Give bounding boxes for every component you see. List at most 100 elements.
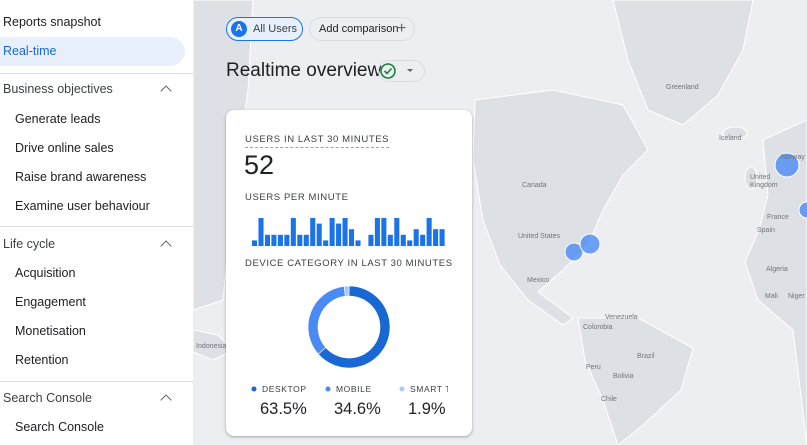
bar	[413, 229, 419, 246]
nav-item[interactable]: Retention	[15, 353, 69, 367]
bar	[316, 223, 322, 246]
nav-item[interactable]: Reports snapshot	[3, 15, 101, 29]
map-label: Niger	[788, 293, 805, 300]
bar	[420, 234, 426, 246]
users-label[interactable]: USERS IN LAST 30 MINUTES	[245, 134, 390, 148]
map-label: Brazil	[637, 353, 655, 360]
bar	[433, 229, 439, 246]
users-value: 52	[244, 150, 275, 180]
user-marker[interactable]	[774, 152, 800, 178]
map-label: Canada	[522, 182, 547, 189]
donut-segment	[343, 285, 350, 297]
nav-section[interactable]: Search Console	[3, 391, 92, 405]
map-label: Mexico	[527, 277, 550, 284]
legend-label: DESKTOP	[262, 384, 307, 394]
bar	[355, 240, 361, 246]
map-label: Norway	[781, 154, 805, 161]
land	[722, 126, 748, 140]
chevron[interactable]	[160, 85, 172, 97]
nav-item[interactable]: Monetisation	[15, 324, 86, 338]
chevron[interactable]	[160, 394, 172, 406]
sidebar: Reports snapshot Real-time Business obje…	[0, 0, 193, 445]
segment-name: All Users	[253, 23, 298, 35]
bar	[394, 218, 400, 246]
bar	[290, 218, 296, 246]
map-label: Venezuela	[605, 314, 638, 321]
map-label: Indonesia	[196, 343, 227, 350]
map-label: Greenland	[666, 84, 699, 91]
nav-item[interactable]: Generate leads	[15, 112, 101, 126]
nav-item[interactable]: Real-time	[3, 44, 57, 58]
card-charts: DESKTOP 63.5% MOBILE 34.6% SMART TV 1.9%	[251, 218, 457, 418]
bar	[374, 218, 380, 246]
bar	[284, 234, 290, 246]
legend-label: MOBILE	[336, 384, 372, 394]
bar	[297, 234, 303, 246]
bar	[342, 218, 348, 246]
bar	[336, 223, 342, 246]
bar	[349, 229, 355, 246]
segment-badge: A	[231, 21, 247, 37]
user-marker[interactable]	[564, 242, 584, 262]
donut-segment	[307, 285, 346, 355]
bar	[277, 234, 283, 246]
land	[193, 329, 234, 361]
nav-section[interactable]: Business objectives	[3, 82, 113, 96]
legend-value: 63.5%	[260, 400, 307, 418]
map-label: Colombia	[583, 324, 613, 331]
legend-value: 1.9%	[408, 400, 446, 418]
legend-dot	[325, 386, 331, 392]
nav-item[interactable]: Acquisition	[15, 266, 76, 280]
map-label: United States	[518, 233, 561, 240]
bar	[258, 218, 264, 246]
overview-card: USERS IN LAST 30 MINUTES 52 USERS PER MI…	[226, 110, 472, 436]
check-mark	[383, 67, 393, 75]
legend-dot	[251, 386, 257, 392]
bar	[407, 240, 413, 246]
nav-item[interactable]: Drive online sales	[15, 141, 114, 155]
map-label: Algeria	[766, 266, 788, 273]
nav-item[interactable]: Raise brand awareness	[15, 170, 147, 184]
land	[577, 317, 694, 445]
legend-label: SMART TV	[410, 384, 457, 394]
bar	[426, 218, 432, 246]
page-title: Realtime overview	[226, 60, 382, 81]
device-label: DEVICE CATEGORY IN LAST 30 MINUTES	[245, 258, 453, 269]
per-minute-label: USERS PER MINUTE	[245, 192, 349, 203]
land	[744, 119, 807, 445]
add-comparison-label: Add comparison	[319, 23, 399, 35]
chevron[interactable]	[160, 240, 172, 252]
status-control[interactable]	[378, 60, 426, 82]
nav-item[interactable]: Engagement	[15, 295, 86, 309]
land	[612, 0, 754, 126]
map-label: Spain	[757, 227, 775, 234]
map-label: United Kingdom	[750, 174, 778, 189]
legend-value: 34.6%	[334, 400, 381, 418]
plus-icon: +	[397, 20, 407, 37]
bar	[264, 234, 270, 246]
land	[744, 166, 758, 190]
bar	[271, 234, 277, 246]
map-label: Mali	[765, 293, 778, 300]
bar	[387, 234, 393, 246]
dropdown-arrow[interactable]	[407, 69, 413, 72]
user-marker[interactable]	[798, 201, 807, 219]
add-comparison[interactable]: Add comparison +	[309, 17, 415, 41]
nav-section[interactable]: Life cycle	[3, 237, 56, 251]
map-label: Iceland	[719, 135, 742, 142]
legend-dot	[399, 386, 405, 392]
status-border	[378, 60, 425, 82]
bar	[310, 218, 316, 246]
user-marker[interactable]	[579, 233, 601, 255]
bar	[303, 234, 309, 246]
bar	[381, 218, 387, 246]
nav-item[interactable]: Examine user behaviour	[15, 199, 150, 213]
bar	[323, 240, 329, 246]
nav-item[interactable]: Search Console	[15, 420, 104, 434]
segment-chip[interactable]: A All Users	[226, 17, 303, 41]
bar	[439, 229, 445, 246]
bar	[329, 218, 335, 246]
divider	[0, 73, 193, 74]
nav-active[interactable]	[0, 37, 185, 66]
